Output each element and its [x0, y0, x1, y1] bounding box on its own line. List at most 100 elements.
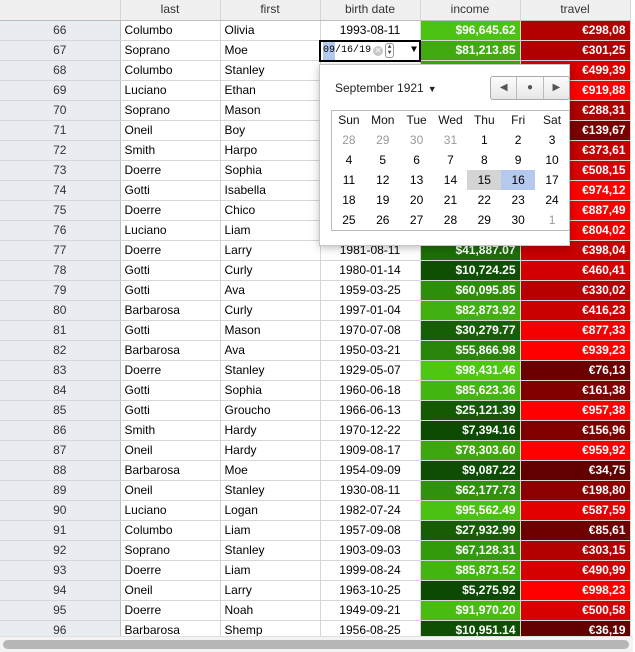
cell-last[interactable]: Doerre	[120, 200, 221, 221]
cell-first[interactable]: Larry	[220, 580, 321, 601]
cell-last[interactable]: Columbo	[120, 520, 221, 541]
cell-last[interactable]: Columbo	[120, 60, 221, 81]
cell-last[interactable]: Gotti	[120, 180, 221, 201]
calendar-day[interactable]: 30	[409, 133, 424, 147]
calendar-day[interactable]: 27	[409, 213, 424, 227]
cell-first[interactable]: Curly	[220, 260, 321, 281]
cell-travel[interactable]: €939,23	[520, 340, 631, 361]
cell-first[interactable]: Liam	[220, 220, 321, 241]
table-row[interactable]: 81 Gotti Mason 1970-07-08 $30,279.77 €877,33	[0, 320, 631, 341]
calendar-day[interactable]: 1	[548, 213, 556, 227]
calendar-day[interactable]: 18	[342, 193, 356, 207]
year-segment[interactable]: 19	[359, 45, 372, 56]
cell-birth-date[interactable]: 1999-08-24	[320, 560, 421, 581]
cell-travel[interactable]: €998,23	[520, 580, 631, 601]
calendar-day[interactable]: 4	[345, 153, 353, 167]
cell-first[interactable]: Sophia	[220, 380, 321, 401]
table-row[interactable]: 80 Barbarosa Curly 1997-01-04 $82,873.92 €416…	[0, 300, 631, 321]
cell-last[interactable]: Luciano	[120, 80, 221, 101]
calendar-day[interactable]: 10	[545, 153, 559, 167]
day-segment[interactable]: 16	[341, 45, 354, 56]
cell-last[interactable]: Smith	[120, 420, 221, 441]
column-header-last[interactable]: last	[120, 0, 221, 21]
cell-income[interactable]: $5,275.92	[420, 580, 521, 601]
cell-income[interactable]: $27,932.99	[420, 520, 521, 541]
table-row[interactable]: 66 Columbo Olivia 1993-08-11 $96,645.62 €298,…	[0, 20, 631, 41]
cell-first[interactable]: Hardy	[220, 440, 321, 461]
cell-income[interactable]: $98,431.46	[420, 360, 521, 381]
cell-birth-date[interactable]: 1980-01-14	[320, 260, 421, 281]
calendar-day[interactable]: 25	[342, 213, 356, 227]
calendar-day[interactable]: 24	[545, 193, 559, 207]
cell-travel[interactable]: €34,75	[520, 460, 631, 481]
cell-income[interactable]: $9,087.22	[420, 460, 521, 481]
table-row[interactable]: 87 Oneil Hardy 1909-08-17 $78,303.60 €959,92	[0, 440, 631, 461]
table-row[interactable]: 90 Luciano Logan 1982-07-24 $95,562.49 €587,5…	[0, 500, 631, 521]
cell-birth-date[interactable]: 1982-07-24	[320, 500, 421, 521]
calendar-day[interactable]: 14	[443, 173, 458, 187]
cell-birth-date[interactable]: 1993-08-11	[320, 20, 421, 41]
cell-income[interactable]: $67,128.31	[420, 540, 521, 561]
cell-income[interactable]: $62,177.73	[420, 480, 521, 501]
cell-income[interactable]: $96,645.62	[420, 20, 521, 41]
cell-first[interactable]: Groucho	[220, 400, 321, 421]
table-row[interactable]: 84 Gotti Sophia 1960-06-18 $85,623.36 €161,38	[0, 380, 631, 401]
cell-travel[interactable]: €587,59	[520, 500, 631, 521]
cell-last[interactable]: Doerre	[120, 240, 221, 261]
cell-travel[interactable]: €198,80	[520, 480, 631, 501]
cell-income[interactable]: $78,303.60	[420, 440, 521, 461]
cell-birth-date[interactable]: 1970-07-08	[320, 320, 421, 341]
table-row[interactable]: 78 Gotti Curly 1980-01-14 $10,724.25 €460,41	[0, 260, 631, 281]
cell-income[interactable]: $10,951.14	[420, 620, 521, 636]
cell-birth-date[interactable]: 1957-09-08	[320, 520, 421, 541]
calendar-day[interactable]: 6	[413, 153, 420, 167]
cell-travel[interactable]: €76,13	[520, 360, 631, 381]
cell-travel[interactable]: €500,58	[520, 600, 631, 621]
cell-first[interactable]: Noah	[220, 600, 321, 621]
cell-last[interactable]: Gotti	[120, 320, 221, 341]
cell-last[interactable]: Oneil	[120, 480, 221, 501]
cell-travel[interactable]: €330,02	[520, 280, 631, 301]
cell-income[interactable]: $25,121.39	[420, 400, 521, 421]
cell-last[interactable]: Barbarosa	[120, 300, 221, 321]
month-navigation[interactable]: ◀ ● ▶	[490, 76, 570, 100]
calendar-day[interactable]: 29	[477, 213, 491, 227]
calendar-day[interactable]: 31	[443, 133, 458, 147]
cell-first[interactable]: Chico	[220, 200, 321, 221]
table-row[interactable]: 96 Barbarosa Shemp 1956-08-25 $10,951.14 €36,…	[0, 620, 631, 636]
cell-birth-date[interactable]: 1963-10-25	[320, 580, 421, 601]
cell-birth-date[interactable]: 1903-09-03	[320, 540, 421, 561]
cell-first[interactable]: Ava	[220, 340, 321, 361]
cell-first[interactable]: Liam	[220, 520, 321, 541]
calendar-day[interactable]: 28	[443, 213, 458, 227]
cell-first[interactable]: Olivia	[220, 20, 321, 41]
cell-travel[interactable]: €303,15	[520, 540, 631, 561]
cell-first[interactable]: Stanley	[220, 60, 321, 81]
calendar-day[interactable]: 19	[376, 193, 390, 207]
cell-travel[interactable]: €416,23	[520, 300, 631, 321]
calendar-day[interactable]: 30	[511, 213, 525, 227]
cell-travel[interactable]: €36,19	[520, 620, 631, 636]
cell-last[interactable]: Doerre	[120, 160, 221, 181]
cell-birth-date[interactable]: 1950-03-21	[320, 340, 421, 361]
cell-first[interactable]: Liam	[220, 560, 321, 581]
table-row[interactable]: 94 Oneil Larry 1963-10-25 $5,275.92 €998,23	[0, 580, 631, 601]
cell-income[interactable]: $81,213.85	[420, 40, 521, 61]
cell-first[interactable]: Curly	[220, 300, 321, 321]
calendar-day[interactable]: 7	[447, 153, 454, 167]
cell-birth-date[interactable]: 1960-06-18	[320, 380, 421, 401]
cell-last[interactable]: Oneil	[120, 580, 221, 601]
cell-travel[interactable]: €156,96	[520, 420, 631, 441]
calendar-day[interactable]: 5	[379, 153, 387, 167]
cell-birth-date[interactable]: 1966-06-13	[320, 400, 421, 421]
previous-month-button[interactable]: ◀	[491, 77, 518, 99]
next-month-button[interactable]: ▶	[552, 82, 561, 93]
cell-last[interactable]: Oneil	[120, 120, 221, 141]
cell-travel[interactable]: €301,25	[520, 40, 631, 61]
cell-last[interactable]: Barbarosa	[120, 340, 221, 361]
cell-last[interactable]: Doerre	[120, 600, 221, 621]
calendar-day[interactable]: 1	[480, 133, 488, 147]
cell-birth-date[interactable]: 1930-08-11	[320, 480, 421, 501]
cell-travel[interactable]: €398,04	[520, 240, 631, 261]
cell-first[interactable]: Sophia	[220, 160, 321, 181]
